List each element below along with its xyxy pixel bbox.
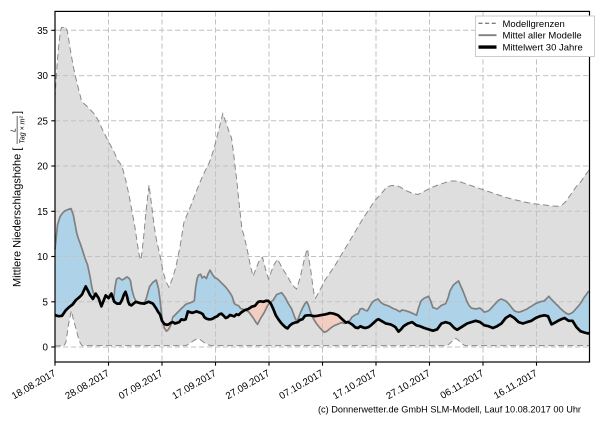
svg-text:25: 25: [37, 116, 48, 127]
svg-text:15: 15: [37, 207, 48, 218]
svg-text:Tag × m²: Tag × m²: [19, 116, 26, 144]
svg-text:35: 35: [37, 26, 48, 37]
svg-text:Modellgrenzen: Modellgrenzen: [503, 19, 565, 30]
svg-text:0: 0: [43, 343, 49, 354]
svg-text:5: 5: [43, 297, 49, 308]
svg-text:L: L: [11, 128, 18, 132]
svg-text:30: 30: [37, 71, 48, 82]
svg-text:]: ]: [12, 111, 24, 114]
svg-text:20: 20: [37, 162, 48, 173]
svg-text:Mittlere Niederschlagshöhe [: Mittlere Niederschlagshöhe [: [12, 148, 24, 287]
svg-text:Mittelwert 30 Jahre: Mittelwert 30 Jahre: [503, 43, 583, 54]
svg-text:(c) Donnerwetter.de GmbH SLM-M: (c) Donnerwetter.de GmbH SLM-Modell, Lau…: [318, 404, 581, 414]
svg-text:10: 10: [37, 252, 48, 263]
svg-text:Mittel aller Modelle: Mittel aller Modelle: [503, 31, 582, 42]
